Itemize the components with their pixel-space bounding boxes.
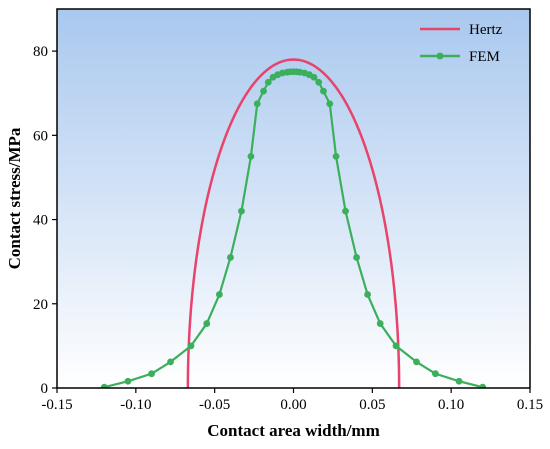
x-tick-label: 0.00 bbox=[280, 397, 306, 413]
fem-data-point bbox=[148, 370, 156, 378]
fem-data-point bbox=[215, 291, 223, 298]
fem-data-point bbox=[342, 207, 349, 215]
hertz-series-line bbox=[186, 58, 401, 388]
fem-data-point bbox=[479, 383, 487, 388]
series-layer bbox=[100, 58, 487, 388]
fem-data-point bbox=[238, 207, 245, 215]
y-tick-label: 60 bbox=[33, 128, 48, 144]
x-tick-label: -0.05 bbox=[199, 397, 230, 413]
y-tick-label: 80 bbox=[33, 44, 48, 60]
x-tick-label: 0.05 bbox=[359, 397, 385, 413]
y-tick-label: 40 bbox=[33, 213, 48, 229]
legend-hertz-label: Hertz bbox=[469, 22, 503, 38]
legend-fem-marker bbox=[436, 52, 444, 60]
y-tick-label: 0 bbox=[41, 381, 49, 397]
tick-layer: -0.15 -0.10 -0.05 0.00 0.05 0.10 0.15 0 20 40 60 80 bbox=[33, 44, 543, 413]
fem-data-point bbox=[353, 254, 360, 261]
fem-data-point bbox=[167, 358, 174, 366]
fem-data-point bbox=[392, 342, 400, 350]
plot-background bbox=[57, 9, 530, 388]
x-tick-label: -0.15 bbox=[41, 397, 72, 413]
fem-data-point bbox=[432, 370, 439, 378]
fem-data-point bbox=[187, 342, 195, 350]
x-tick-label: -0.10 bbox=[120, 397, 151, 413]
legend-fem-label: FEM bbox=[469, 49, 500, 65]
fem-data-point bbox=[124, 377, 132, 385]
y-axis-title: Contact stress/MPa bbox=[5, 127, 24, 269]
fem-data-point bbox=[315, 78, 323, 86]
fem-data-point bbox=[203, 320, 211, 327]
fem-data-point bbox=[247, 152, 255, 160]
fem-data-point bbox=[320, 87, 327, 95]
x-tick-label: 0.15 bbox=[517, 397, 543, 413]
fem-data-point bbox=[326, 100, 334, 108]
fem-data-point bbox=[100, 383, 108, 388]
fem-data-point bbox=[310, 73, 318, 81]
fem-data-point bbox=[413, 358, 420, 366]
fem-data-point bbox=[364, 291, 372, 298]
x-axis-title: Contact area width/mm bbox=[207, 421, 380, 440]
fem-data-point bbox=[260, 87, 267, 95]
fem-data-point bbox=[227, 254, 234, 261]
fem-data-point bbox=[455, 377, 463, 385]
legend: Hertz FEM bbox=[420, 22, 503, 65]
fem-data-point bbox=[332, 152, 340, 160]
fem-data-point bbox=[376, 320, 384, 327]
fem-data-point bbox=[264, 78, 272, 86]
x-tick-label: 0.10 bbox=[438, 397, 464, 413]
y-tick-label: 20 bbox=[33, 297, 48, 313]
fem-data-point bbox=[253, 100, 261, 108]
